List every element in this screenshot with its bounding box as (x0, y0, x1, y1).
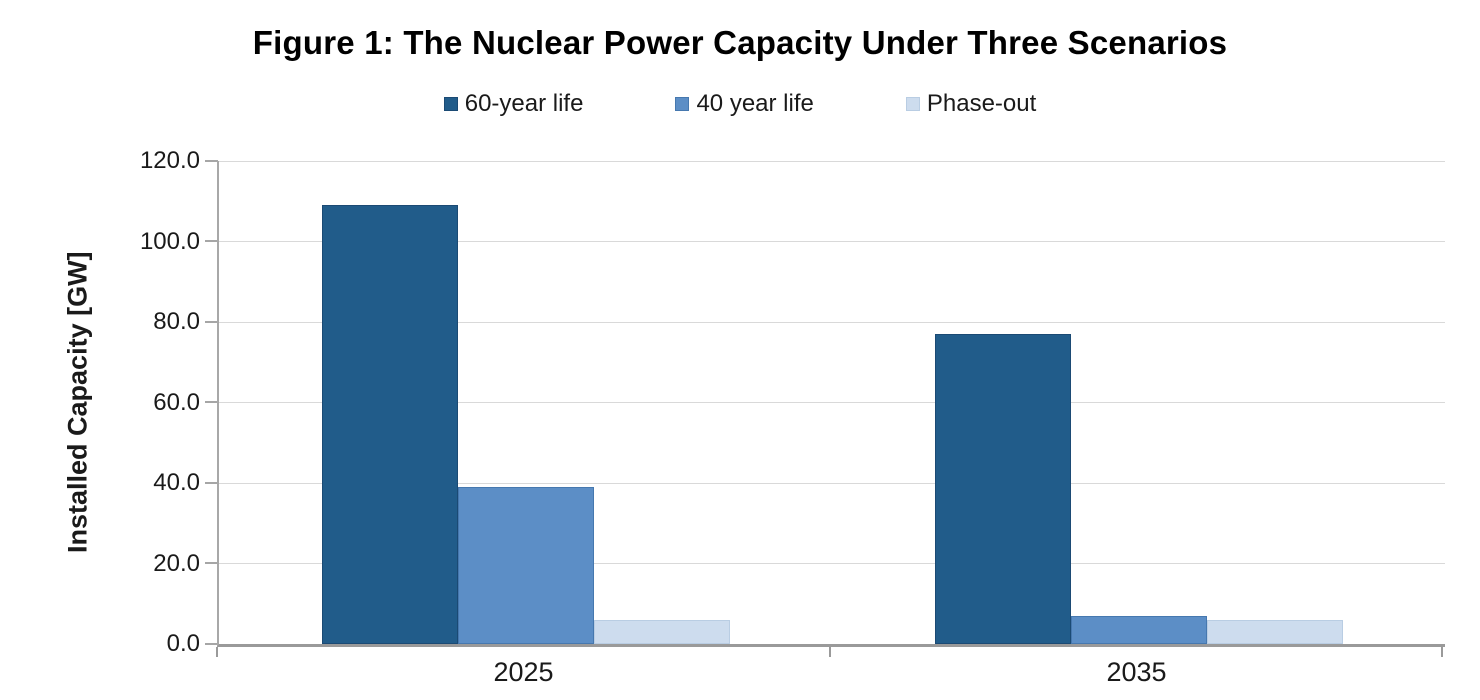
y-tick-label: 40.0 (153, 469, 200, 496)
legend-swatch-icon (675, 97, 690, 111)
legend-swatch-icon (905, 97, 920, 111)
plot-area (217, 161, 1445, 647)
y-tick-label: 80.0 (153, 308, 200, 335)
legend-label: 60-year life (464, 90, 584, 117)
bar-phase-out-2025 (593, 619, 730, 644)
bar-groups (219, 161, 1445, 644)
bar-60-year-life-2035 (934, 334, 1071, 644)
x-tick (1441, 647, 1443, 657)
gridline (219, 563, 1445, 564)
y-tick (205, 321, 218, 323)
bar-40-year-life-2025 (457, 487, 594, 644)
legend-label: 40 year life (696, 90, 814, 117)
x-tick (216, 647, 218, 657)
bar-60-year-life-2025 (321, 205, 458, 644)
category-group-2035 (832, 161, 1445, 644)
legend-label: Phase-out (926, 90, 1037, 117)
y-tick-label: 0.0 (166, 630, 200, 657)
legend-item-60-year-life: 60-year life (443, 90, 584, 118)
y-tick (205, 401, 218, 403)
chart-title: Figure 1: The Nuclear Power Capacity Und… (252, 24, 1228, 61)
x-tick (829, 647, 831, 657)
y-tick-label: 20.0 (153, 550, 200, 577)
y-tick (205, 160, 218, 162)
x-axis-label-2035: 2035 (1106, 657, 1167, 687)
y-tick-label: 60.0 (153, 389, 200, 416)
y-tick-label: 100.0 (139, 228, 200, 255)
legend-item-phase-out: Phase-out (905, 90, 1037, 118)
y-tick (205, 482, 218, 484)
bar-phase-out-2035 (1206, 619, 1343, 644)
legend: 60-year life 40 year life Phase-out (0, 90, 1480, 118)
gridline (219, 161, 1445, 162)
y-tick (205, 643, 218, 645)
x-axis-label-2025: 2025 (493, 657, 554, 687)
gridline (219, 402, 1445, 403)
y-axis-title: Installed Capacity [GW] (62, 251, 93, 554)
legend-item-40-year-life: 40 year life (675, 90, 814, 118)
y-tick (205, 240, 218, 242)
y-tick-label: 120.0 (139, 147, 200, 174)
gridline (219, 483, 1445, 484)
gridline (219, 241, 1445, 242)
bar-40-year-life-2035 (1070, 615, 1207, 644)
category-group-2025 (219, 161, 832, 644)
legend-swatch-icon (443, 97, 458, 111)
y-tick (205, 562, 218, 564)
gridline (219, 322, 1445, 323)
